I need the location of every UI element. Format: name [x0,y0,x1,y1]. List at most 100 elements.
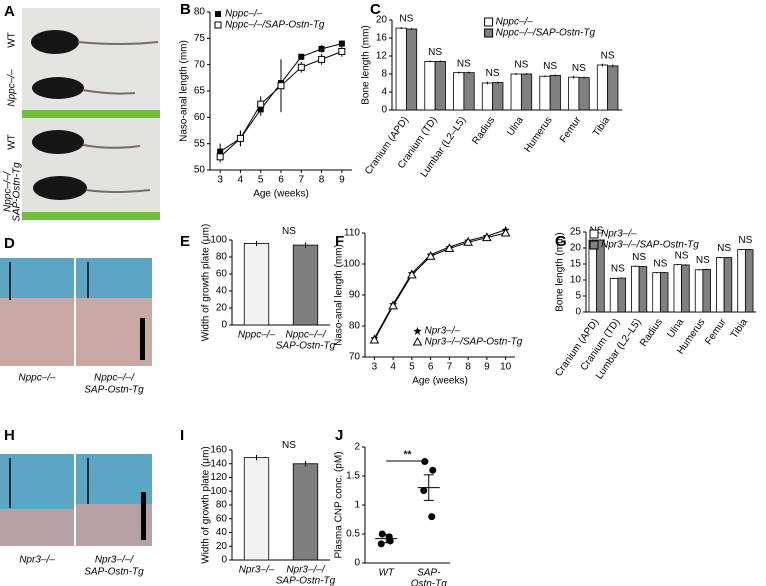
panel-letter: H [4,427,15,444]
x-tick-label: 3 [217,175,223,186]
y-tick-label: 140 [210,458,227,469]
x-tick-label: SAP- [417,568,441,579]
y-tick-label: 20 [570,243,582,254]
point [463,237,473,246]
bar [453,72,465,111]
bar [510,73,522,111]
legend-label: Nppc–/– [225,9,263,20]
annotation: NS [738,235,752,246]
bar [434,61,446,111]
y-tick-label: 65 [194,86,206,97]
x-tick-label: Ulna [665,317,686,341]
bar [588,239,598,313]
x-tick-label: 7 [447,362,453,373]
panel-letter: C [370,1,381,18]
panel-letter: I [180,427,184,444]
x-tick-label: 5 [258,175,264,186]
annotation: NS [514,60,528,71]
point [298,53,305,60]
annotation: NS [675,250,689,261]
annotation: NS [282,440,296,451]
y-tick-label: 0 [221,320,227,331]
annotation: NS [717,243,731,254]
y-tick-label: 4 [381,87,387,98]
annotation: NS [282,226,296,237]
y-tick-label: 80 [349,321,361,332]
y-tick-label: 55 [194,138,206,149]
annotation: NS [572,63,586,74]
photo-caption: Npr3–/–/ [95,555,135,566]
photo-label: SAP-Ostn-Tg [12,162,23,222]
annotation: ** [404,450,412,461]
bar [578,77,590,111]
y-axis-label: Bone length (mm) [361,25,372,104]
point [407,269,417,279]
y-axis-label: Naso-anal length (mm) [334,244,345,346]
photo-label: WT [7,32,18,48]
series-line [373,229,506,339]
point [338,48,346,55]
y-axis-label: Plasma CNP conc. (pM) [334,451,345,558]
bar [549,74,561,111]
y-tick-label: 160 [210,445,227,456]
legend-label: Npr3–/–/SAP-Ostn-Tg [601,240,699,251]
x-tick-label: 4 [390,362,396,373]
legend-swatch [589,240,599,250]
point [216,153,224,161]
bar [631,265,640,313]
x-tick-label: Tibia [729,317,750,341]
series-line [373,232,506,341]
y-axis-label: Naso-anal length (mm) [179,40,190,142]
bar [694,269,704,313]
y-tick-label: 120 [210,472,227,483]
annotation: NS [653,258,667,269]
bar [596,64,609,111]
x-tick-label: WT [378,568,394,579]
panel-letter: F [335,233,344,250]
y-tick-label: 0.5 [346,529,360,540]
point [428,513,436,521]
point [214,21,222,29]
y-tick-label: 75 [194,33,206,44]
photo-label: Nppc–/– [7,69,18,107]
photo-a [22,8,160,220]
point [413,327,422,335]
y-tick-label: 10 [570,275,582,286]
x-axis-label: Age (weeks) [412,376,468,387]
bar [243,457,270,561]
photo-label: Nppc–/–/ [3,171,14,212]
panel-letter: D [4,235,15,252]
legend-swatch [484,28,494,38]
annotation: NS [486,68,500,79]
legend-label: Npr3–/– [601,229,637,240]
x-axis-label: Age (weeks) [253,189,309,200]
y-tick-label: 40 [216,286,228,297]
x-tick-label: SAP-Ostn-Tg [276,576,336,586]
panel-letter: J [335,427,343,444]
y-tick-label: 20 [216,303,228,314]
bar [539,75,551,111]
point [369,334,380,344]
y-tick-label: 0 [575,307,581,318]
y-axis-label: Width of growth plate (μm) [201,446,212,563]
x-tick-label: Nppc–/–/ [285,330,326,341]
x-tick-label: 4 [238,175,244,186]
photo-caption: SAP-Ostn-Tg [84,385,144,396]
x-tick-label: Femur [558,114,584,145]
photo-caption: Npr3–/– [19,555,55,566]
x-tick-label: 6 [428,362,434,373]
bar [243,242,270,326]
y-axis-label: Width of growth plate (μm) [201,224,212,341]
bar [492,82,504,111]
y-axis-label: Bone length (mm) [555,232,566,311]
y-tick-label: 1 [354,500,360,511]
panel-letter: E [180,233,190,250]
x-tick-label: 8 [319,175,325,186]
point [378,530,386,538]
point [420,487,428,494]
annotation: NS [696,255,710,266]
y-tick-label: 100 [343,259,360,270]
y-tick-label: 100 [210,486,227,497]
y-tick-label: 0 [221,555,227,566]
